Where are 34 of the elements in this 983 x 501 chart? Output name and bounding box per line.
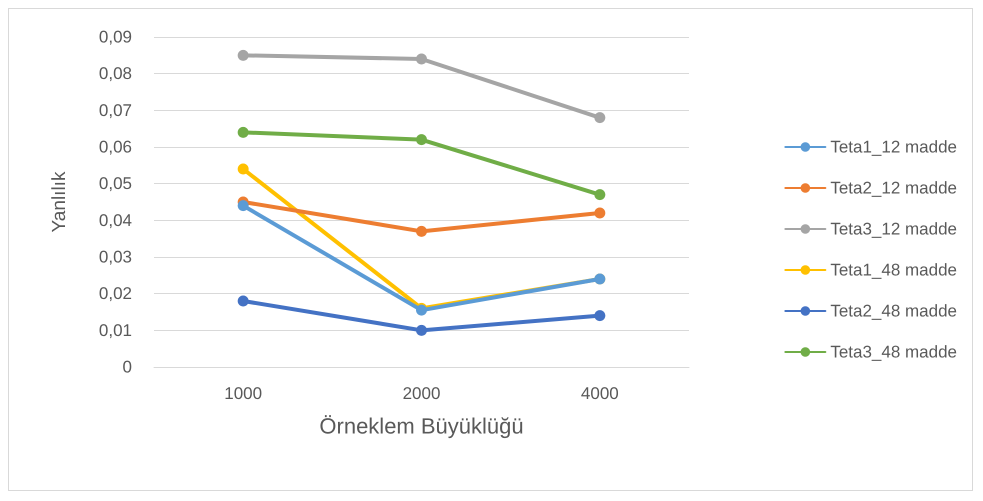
point [594, 310, 606, 322]
point [238, 50, 249, 61]
point [416, 134, 427, 146]
y-tick-label: 0,09 [98, 28, 132, 46]
legend-label: Teta1_12 madde [830, 138, 958, 156]
x-tick-label: 2000 [402, 384, 440, 403]
y-tick-label: 0,05 [98, 174, 132, 194]
y-tick-label: 0,08 [98, 64, 132, 84]
legend-label: Teta3_12 madde [830, 220, 958, 238]
legend-label: Teta3_48 madde [830, 342, 958, 362]
y-tick-label: 0,02 [98, 284, 132, 304]
point [594, 208, 606, 218]
legend-label: Teta2_48 madde [830, 302, 958, 320]
x-tick-label: 1000 [224, 384, 262, 403]
y-tick-label: 0,04 [98, 210, 132, 230]
point [416, 226, 427, 237]
x-axis-title: Örneklem Büyüklüğü [319, 414, 524, 438]
point [238, 200, 249, 212]
point [416, 324, 427, 336]
y-tick-label: 0,03 [98, 248, 132, 266]
y-tick-label: 0,06 [98, 138, 132, 156]
legend-label: Teta2_12 madde [830, 178, 958, 198]
point [416, 54, 427, 64]
point [238, 164, 249, 174]
legend-label: Teta1_48 madde [830, 260, 958, 280]
x-tick-label: 4000 [580, 384, 619, 403]
point [238, 126, 249, 138]
point [594, 112, 606, 124]
point [594, 189, 606, 200]
y-tick-label: 0,07 [98, 100, 132, 120]
y-tick-label: 0,01 [98, 320, 132, 340]
y-axis-title: Yanlılık [49, 171, 70, 232]
point [238, 296, 249, 306]
y-tick-label: 0 [122, 358, 132, 376]
